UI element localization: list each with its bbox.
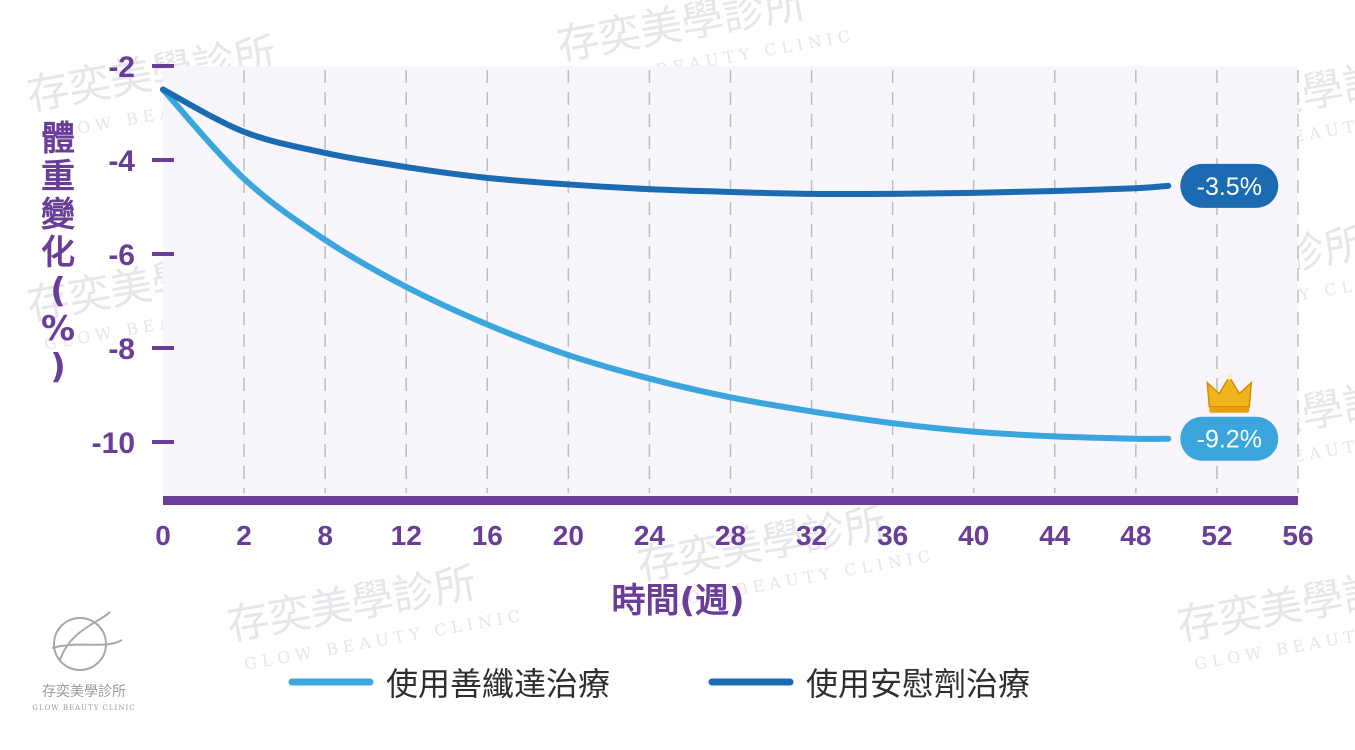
x-tick-label: 48 bbox=[1120, 520, 1151, 551]
x-axis-title: 時間(週) bbox=[611, 581, 744, 621]
crown-band bbox=[1209, 406, 1250, 413]
clinic-logo: 存奕美學診所 GLOW BEAUTY CLINIC bbox=[32, 611, 135, 712]
x-tick-label: 0 bbox=[155, 520, 171, 551]
crown-shape bbox=[1206, 375, 1253, 408]
x-tick-label: 32 bbox=[796, 520, 827, 551]
y-axis-title: 體重變化(%) bbox=[41, 119, 75, 387]
x-tick-label: 36 bbox=[877, 520, 908, 551]
logo-emblem-icon bbox=[51, 611, 123, 671]
series-line-1 bbox=[160, 86, 1172, 442]
y-tick-label: -4 bbox=[108, 145, 135, 178]
x-tick-label: 20 bbox=[553, 520, 584, 551]
end-label-1: -9.2% bbox=[1180, 416, 1279, 461]
crown-jewel bbox=[1226, 373, 1233, 380]
x-tick-label: 52 bbox=[1201, 520, 1232, 551]
legend-label-1: 使用善纖達治療 bbox=[386, 665, 610, 703]
x-tick-label: 2 bbox=[236, 520, 252, 551]
end-labels: -9.2% -3.5% bbox=[1180, 163, 1279, 461]
y-tick-label: -6 bbox=[108, 239, 135, 272]
x-axis-line bbox=[163, 496, 1298, 505]
y-tick-label: -10 bbox=[92, 427, 135, 460]
series-line-2 bbox=[160, 86, 1172, 198]
crown-icon bbox=[1206, 373, 1253, 413]
y-tick-label: -8 bbox=[108, 333, 135, 366]
end-label-text: -9.2% bbox=[1197, 426, 1262, 454]
logo-name-zh: 存奕美學診所 bbox=[42, 684, 126, 700]
x-tick-label: 8 bbox=[317, 520, 333, 551]
x-tick-label: 28 bbox=[715, 520, 746, 551]
x-tick-label: 56 bbox=[1282, 520, 1313, 551]
x-axis: 0 2 8 12 16 20 24 28 32 36 40 44 48 52 56 bbox=[155, 496, 1314, 551]
x-tick-label: 44 bbox=[1039, 520, 1071, 551]
end-label-text: -3.5% bbox=[1197, 173, 1262, 201]
y-tick-label: -2 bbox=[108, 51, 135, 84]
x-tick-label: 16 bbox=[472, 520, 503, 551]
legend-label-2: 使用安慰劑治療 bbox=[806, 665, 1030, 703]
end-label-2: -3.5% bbox=[1180, 163, 1279, 208]
y-axis: -2 -4 -6 -8 -10 bbox=[92, 51, 174, 460]
end-label-badge bbox=[1180, 416, 1279, 461]
end-label-badge bbox=[1180, 163, 1279, 208]
x-tick-label: 12 bbox=[391, 520, 422, 551]
series-layer bbox=[160, 86, 1172, 442]
x-tick-label: 24 bbox=[634, 520, 666, 551]
legend: 使用善纖達治療 使用安慰劑治療 bbox=[288, 665, 1030, 703]
x-tick-label: 40 bbox=[958, 520, 989, 551]
logo-name-en: GLOW BEAUTY CLINIC bbox=[32, 704, 135, 712]
